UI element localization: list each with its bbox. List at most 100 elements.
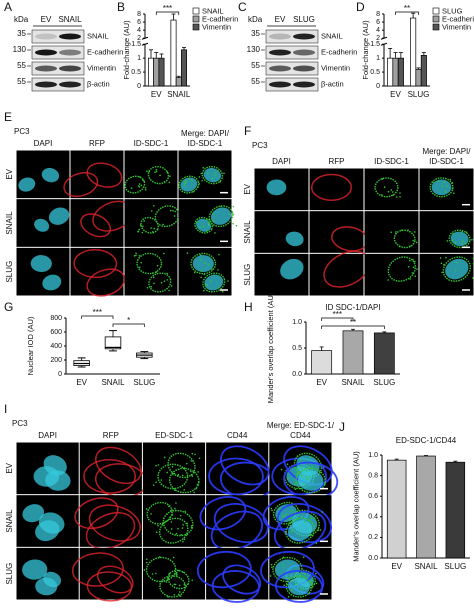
sdc-ring [285, 517, 315, 544]
x-tick-label: EV [391, 562, 402, 571]
micro-cells [73, 249, 126, 297]
sdc-dot [184, 510, 186, 513]
sdc-dot [387, 279, 389, 281]
blot-strip [31, 29, 85, 44]
sdc-dot [442, 264, 445, 266]
micro-cells [196, 550, 262, 603]
blot-strip [265, 77, 319, 92]
column-label: DAPI [34, 139, 53, 148]
sdc-dot [461, 230, 464, 233]
sdc-dot [166, 171, 169, 173]
micro-cells [266, 179, 287, 196]
cell-body [80, 213, 112, 238]
sdc-dot [170, 521, 173, 523]
sdc-dot [415, 241, 418, 244]
panel-label: B [117, 0, 125, 14]
sdc-dot [155, 572, 157, 575]
sdc-dot [471, 238, 473, 241]
sdc-dot [139, 224, 142, 226]
micro-cells [133, 252, 173, 293]
bar [445, 461, 466, 559]
sig-label: *** [333, 310, 342, 319]
sdc-dot [168, 181, 171, 184]
membrane [210, 510, 264, 551]
micro-cells [194, 205, 238, 234]
size-marker: 35 [17, 29, 26, 38]
blot-band [35, 33, 57, 40]
sdc-dot [211, 268, 213, 270]
sdc-dot [290, 530, 293, 533]
sdc-dot [169, 209, 172, 212]
y-tick-label: 1 [137, 55, 141, 62]
sdc-dot [414, 260, 416, 263]
sdc-dot [145, 561, 148, 564]
row-label: SNAIL [5, 211, 14, 235]
sdc-dot [305, 470, 308, 472]
sdc-dot [313, 517, 316, 519]
y-tick-label: 0 [137, 83, 141, 90]
sdc-dot [208, 221, 210, 224]
sdc-dot [391, 191, 394, 193]
bar [158, 57, 165, 87]
sdc-dot [409, 278, 411, 280]
x-tick-label: SLUG [408, 90, 430, 99]
sdc-ring [201, 165, 224, 185]
nucleus [431, 179, 452, 196]
y-tick-label: 400 [50, 343, 62, 350]
sdc-dot [133, 255, 136, 257]
sdc-dot [227, 280, 229, 282]
sdc-dot [207, 264, 210, 266]
y-tick-label: 1.0 [368, 452, 378, 459]
micro-cells [63, 162, 123, 198]
membrane [220, 445, 270, 486]
sdc-dot [315, 582, 318, 585]
band-label: β-actin [321, 79, 344, 88]
sdc-dot [452, 233, 454, 235]
size-marker: 55 [17, 77, 26, 86]
sdc-dot [174, 507, 176, 510]
sdc-dot [296, 468, 299, 470]
size-marker: 130 [13, 45, 27, 54]
sdc-dot [193, 491, 196, 494]
nucleus [266, 179, 287, 196]
sdc-ring [167, 569, 190, 590]
blot-band [35, 81, 57, 88]
x-tick-label: SNAIL [167, 90, 191, 99]
sdc-dot [146, 286, 149, 289]
y-tick-label: 0.5 [131, 69, 141, 76]
y-tick-label: 2 [376, 35, 380, 42]
sdc-dot [160, 479, 163, 481]
sdc-dot [271, 566, 273, 569]
sdc-dot [212, 219, 215, 222]
sdc-dot [182, 540, 184, 543]
sdc-dot [186, 252, 189, 254]
sdc-dot [166, 279, 169, 281]
kda-label: kDa [14, 15, 29, 24]
cell-body [86, 571, 133, 602]
sdc-dot [168, 572, 171, 575]
cell-body [73, 249, 118, 279]
sdc-dot [392, 194, 395, 196]
sdc-dot [154, 171, 156, 174]
box [104, 336, 122, 350]
sdc-ring [159, 575, 187, 598]
sdc-dot [196, 483, 199, 486]
micro-cells [271, 445, 339, 500]
legend-swatch [192, 7, 200, 15]
sdc-dot [409, 259, 411, 262]
sdc-dot [197, 471, 199, 473]
sdc-ring [158, 517, 189, 544]
size-marker: 55 [17, 61, 26, 70]
band-label: Vimentin [321, 63, 350, 72]
sdc-dot [269, 575, 272, 577]
y-tick-label: 1.0 [292, 319, 302, 326]
sdc-dot [179, 595, 182, 597]
sdc-ring [190, 252, 217, 275]
sdc-dot [138, 254, 141, 257]
sdc-dot [414, 231, 416, 233]
sdc-dot [441, 185, 444, 188]
sdc-dot [311, 579, 313, 582]
cell-body [71, 552, 124, 587]
x-tick-label: EV [390, 90, 401, 99]
